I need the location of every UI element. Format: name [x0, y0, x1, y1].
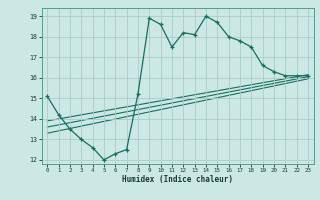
- X-axis label: Humidex (Indice chaleur): Humidex (Indice chaleur): [122, 175, 233, 184]
